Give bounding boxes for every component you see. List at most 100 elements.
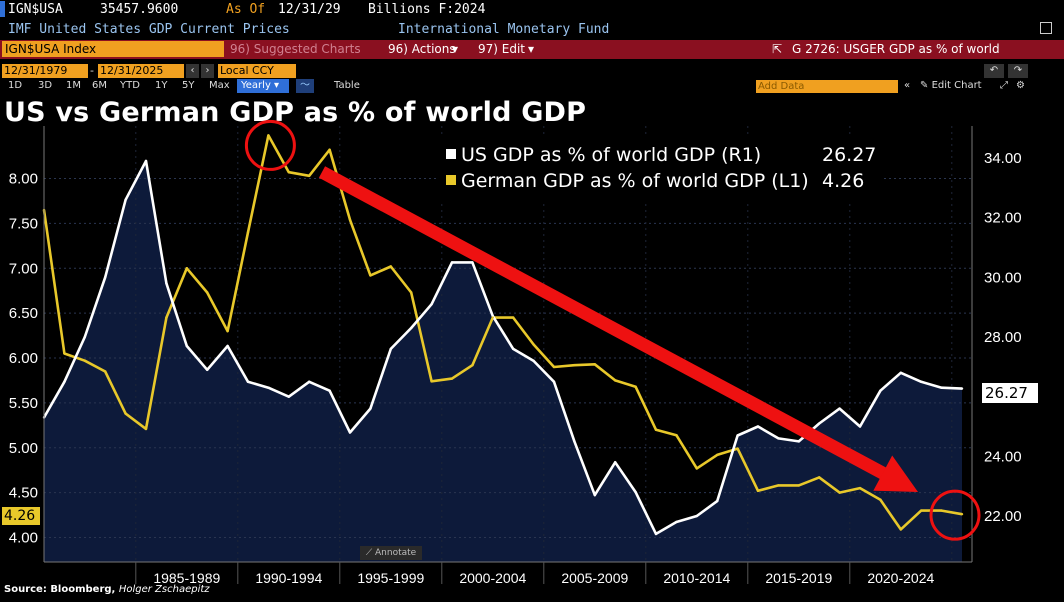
us-data-point	[512, 347, 515, 351]
security-field[interactable]: IGN$USA Index	[2, 41, 224, 57]
edit-chart-button[interactable]: ✎ Edit Chart	[920, 79, 982, 93]
german-data-point	[716, 453, 719, 457]
next-period-icon[interactable]: ›	[201, 64, 214, 78]
legend-german-label: German GDP as % of world GDP (L1)	[461, 170, 809, 192]
us-data-point	[124, 198, 127, 201]
german-data-point	[736, 447, 739, 450]
currency-select[interactable]: Local CCY	[218, 64, 296, 78]
redo-icon[interactable]: ↷	[1008, 64, 1028, 78]
add-data-input[interactable]: Add Data	[756, 80, 898, 93]
date-separator: -	[90, 64, 94, 77]
period-1y[interactable]: 1Y	[155, 80, 168, 91]
us-data-point	[267, 386, 270, 389]
right-tick-label: 24.00	[984, 448, 1022, 465]
collapse-icon[interactable]: «	[904, 80, 911, 91]
ticker[interactable]: IGN$USA	[8, 2, 63, 17]
us-data-point	[593, 493, 596, 497]
start-date-field[interactable]: 12/31/1979	[2, 64, 88, 78]
period-1m[interactable]: 1M	[66, 80, 81, 91]
us-data-point	[369, 407, 372, 410]
x-tick-label: 2000-2004	[459, 570, 526, 586]
german-data-point	[471, 363, 474, 367]
period-6m[interactable]: 6M	[92, 80, 107, 91]
undo-icon[interactable]: ↶	[984, 64, 1004, 78]
actions-menu[interactable]: 96) Actions	[388, 42, 456, 56]
series-description: IMF United States GDP Current Prices	[8, 22, 290, 37]
edit-menu[interactable]: 97) Edit	[478, 42, 526, 56]
german-data-point	[369, 274, 372, 277]
german-data-point	[410, 291, 413, 294]
us-data-point	[818, 422, 821, 425]
us-data-point	[389, 347, 392, 351]
left-tick-label: 4.50	[9, 485, 38, 502]
line-chart-icon[interactable]: 〜	[296, 79, 314, 93]
us-data-point	[63, 380, 66, 383]
german-data-point	[552, 365, 556, 369]
us-data-point	[552, 380, 556, 383]
decline-arrow-shaft	[318, 166, 894, 483]
german-data-point	[430, 380, 433, 383]
german-data-point	[593, 363, 596, 366]
us-data-point	[858, 425, 862, 428]
external-link-icon[interactable]: ⇱	[772, 42, 783, 56]
german-data-point	[246, 231, 250, 234]
x-tick-label: 2015-2019	[765, 570, 832, 586]
annotate-label: Annotate	[375, 548, 417, 558]
legend-us[interactable]: US GDP as % of world GDP (R1)	[446, 144, 761, 166]
period-ytd[interactable]: YTD	[120, 80, 140, 91]
german-data-point	[287, 171, 290, 174]
table-button[interactable]: Table	[334, 80, 360, 91]
us-data-point	[328, 389, 331, 392]
german-data-point	[756, 489, 760, 493]
us-data-point	[838, 407, 841, 410]
period-5y[interactable]: 5Y	[182, 80, 195, 91]
us-data-point	[736, 434, 739, 437]
german-data-point	[634, 385, 637, 388]
legend-us-label: US GDP as % of world GDP (R1)	[461, 144, 762, 166]
settings-gear-icon[interactable]: ⚙	[1016, 80, 1025, 91]
right-tick-label: 22.00	[984, 508, 1022, 525]
us-data-point	[756, 425, 760, 428]
german-data-point	[838, 491, 841, 494]
us-data-point	[348, 431, 352, 434]
prev-period-icon[interactable]: ‹	[186, 64, 199, 78]
description-row: IMF United States GDP Current Prices Int…	[0, 20, 1064, 40]
units: Billions F:2024	[368, 2, 486, 17]
actions-chevron-icon[interactable]: ▾	[452, 42, 459, 56]
source-note: Source: Bloomberg, Holger Zschaepitz	[4, 584, 210, 595]
annotate-button[interactable]: ⟋ Annotate	[360, 546, 422, 560]
us-data-point	[634, 490, 637, 494]
latest-highlight-circle	[929, 489, 981, 541]
us-data-point	[144, 159, 148, 163]
x-tick-label: 1990-1994	[255, 570, 322, 586]
german-data-point	[389, 265, 392, 268]
edit-chevron-icon[interactable]: ▾	[528, 42, 535, 56]
german-data-point	[144, 427, 148, 431]
as-of-date: 12/31/29	[278, 2, 341, 17]
end-date-field[interactable]: 12/31/2025	[98, 64, 184, 78]
chart-id[interactable]: G 2726: USGER GDP as % of world	[792, 42, 1000, 56]
zoom-icon[interactable]: ⤢	[1000, 80, 1008, 91]
period-1d[interactable]: 1D	[8, 80, 23, 91]
frequency-select[interactable]: Yearly ▾	[237, 79, 289, 93]
german-data-point	[267, 134, 270, 137]
left-tick-label: 5.00	[9, 440, 38, 457]
chart-title: US vs German GDP as % of world GDP	[4, 97, 587, 128]
suggested-charts-menu[interactable]: 96) Suggested Charts	[230, 42, 361, 56]
left-tick-label: 4.00	[9, 530, 38, 547]
right-tick-label: 32.00	[984, 210, 1022, 227]
left-tick-label: 5.50	[9, 395, 38, 412]
right-value-flag: 26.27	[982, 383, 1038, 403]
german-gdp-line[interactable]	[42, 134, 963, 531]
left-tick-label: 6.50	[9, 305, 38, 322]
german-data-point	[308, 174, 311, 178]
expand-icon[interactable]	[1040, 22, 1052, 34]
left-tick-label: 7.00	[9, 260, 38, 277]
legend-german[interactable]: German GDP as % of world GDP (L1)	[446, 170, 809, 192]
period-max[interactable]: Max	[209, 80, 230, 91]
frequency-label: Yearly	[241, 80, 271, 91]
us-data-point	[287, 395, 290, 398]
period-3d[interactable]: 3D	[38, 80, 53, 91]
us-data-point	[83, 335, 87, 339]
